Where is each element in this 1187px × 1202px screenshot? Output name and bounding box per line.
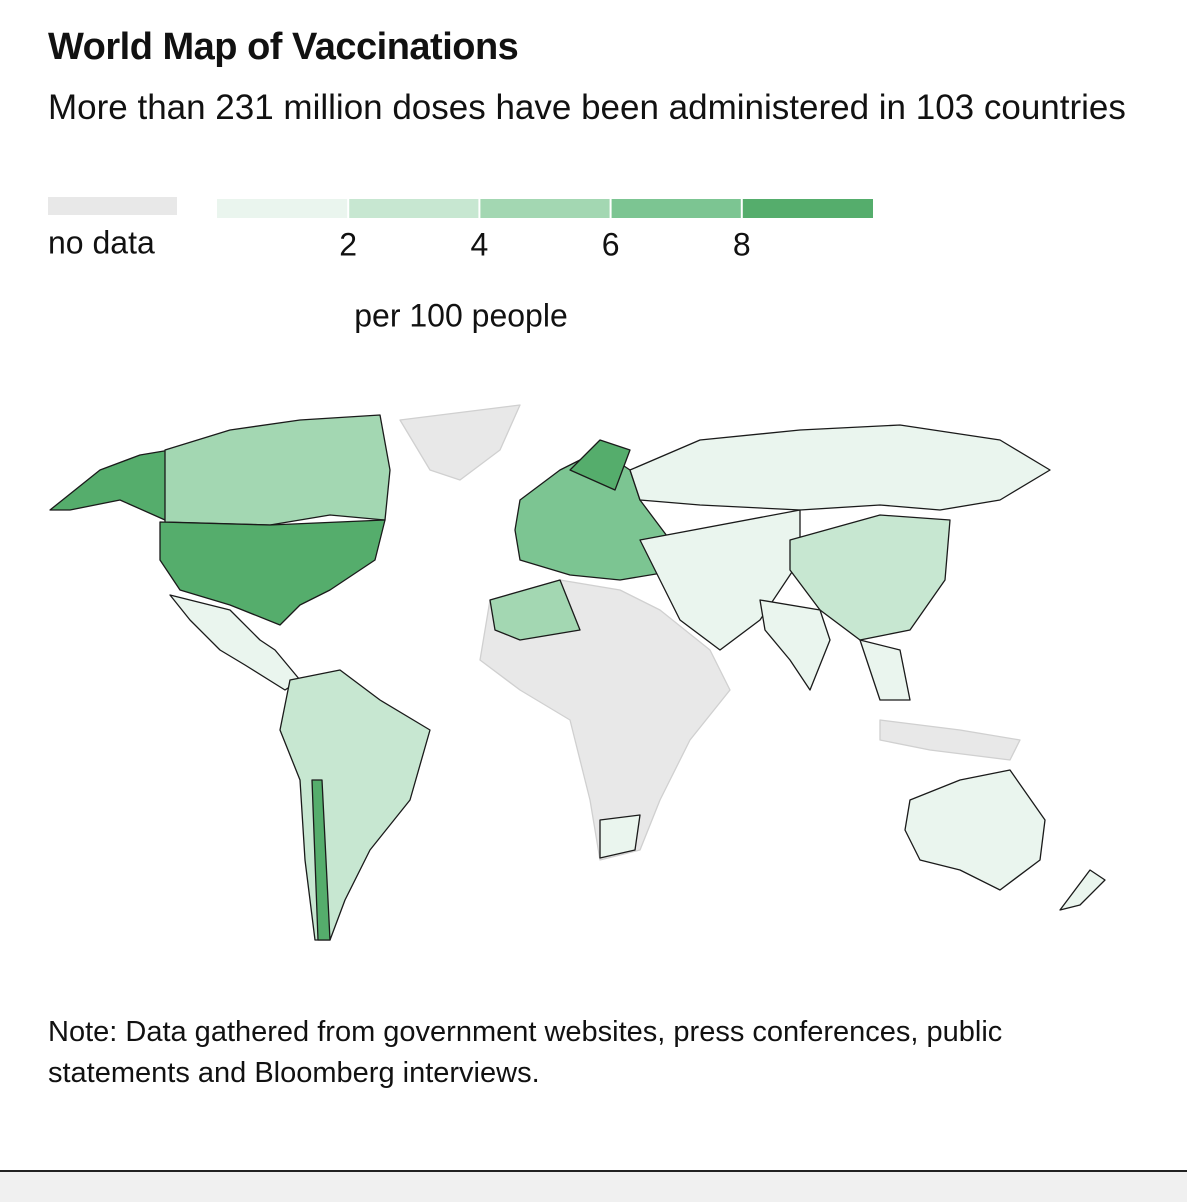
legend-swatch [217,199,349,218]
world-map [49,404,1106,941]
title: World Map of Vaccinations [48,26,519,68]
footer-bar [0,1170,1187,1202]
legend-tick-label: 2 [339,226,357,262]
no-data-swatch [48,197,177,215]
legend-swatch [479,199,611,218]
no-data-label: no data [48,224,155,260]
legend: no data per 100 people 2 4 6 8 [48,197,873,333]
legend-tick-label: 8 [733,226,751,262]
legend-swatch [610,199,742,218]
note: Note: Data gathered from government webs… [48,1016,1003,1089]
legend-tick-label: 6 [602,226,620,262]
legend-tick-label: 4 [471,226,489,262]
legend-swatch [348,199,480,218]
subtitle: More than 231 million doses have been ad… [48,88,1126,127]
legend-swatch [741,199,873,218]
unit-label: per 100 people [354,297,568,333]
